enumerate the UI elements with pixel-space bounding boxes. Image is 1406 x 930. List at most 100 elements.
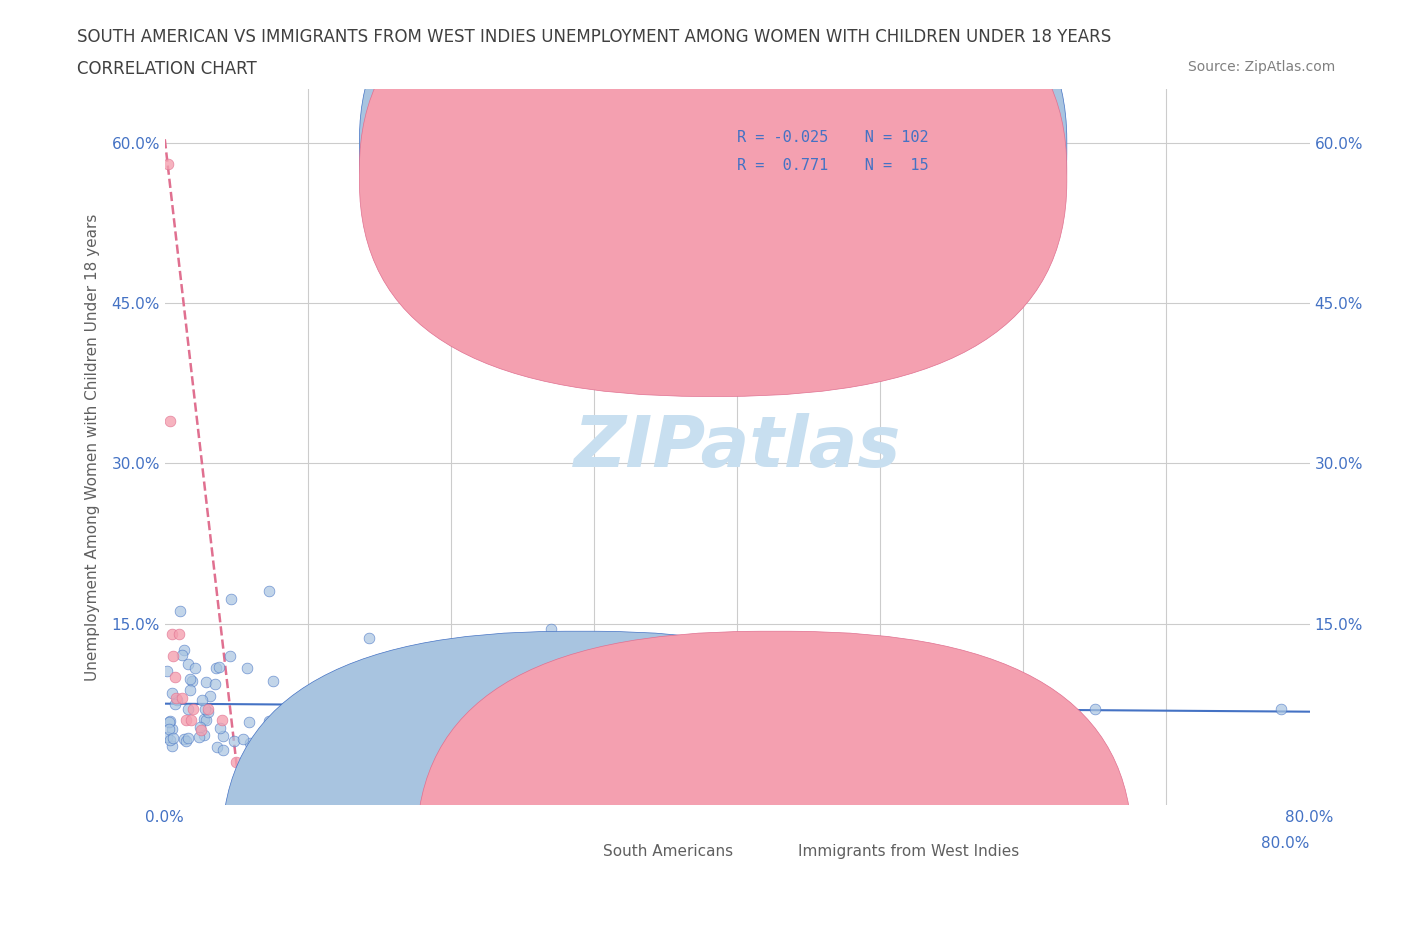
- Point: [259, 714, 281, 729]
- Point: [197, 704, 219, 719]
- Point: [239, 736, 262, 751]
- Point: [1270, 701, 1292, 716]
- Point: [238, 714, 260, 729]
- Point: [211, 712, 233, 727]
- Point: [785, 737, 807, 752]
- Point: [177, 657, 200, 671]
- Text: CORRELATION CHART: CORRELATION CHART: [77, 60, 257, 78]
- Point: [208, 659, 231, 674]
- Point: [165, 691, 187, 706]
- Point: [245, 739, 267, 754]
- Point: [278, 743, 301, 758]
- Point: [190, 723, 212, 737]
- Text: Immigrants from West Indies: Immigrants from West Indies: [797, 844, 1019, 859]
- Point: [160, 627, 183, 642]
- Point: [256, 744, 278, 759]
- Point: [540, 622, 562, 637]
- Point: [212, 743, 235, 758]
- Point: [219, 591, 242, 606]
- Point: [655, 718, 678, 733]
- Point: [374, 741, 396, 756]
- Point: [225, 755, 247, 770]
- Point: [294, 741, 316, 756]
- Point: [429, 729, 451, 744]
- Point: [160, 722, 183, 737]
- FancyBboxPatch shape: [360, 0, 1067, 396]
- Point: [156, 157, 179, 172]
- Point: [191, 692, 214, 707]
- Point: [761, 708, 783, 723]
- Point: [170, 647, 193, 662]
- Point: [931, 716, 953, 731]
- Point: [173, 643, 195, 658]
- Point: [398, 735, 420, 750]
- Point: [193, 728, 215, 743]
- Point: [159, 733, 181, 748]
- Point: [177, 701, 200, 716]
- Point: [183, 701, 205, 716]
- Point: [245, 742, 267, 757]
- Point: [526, 736, 548, 751]
- Text: SOUTH AMERICAN VS IMMIGRANTS FROM WEST INDIES UNEMPLOYMENT AMONG WOMEN WITH CHIL: SOUTH AMERICAN VS IMMIGRANTS FROM WEST I…: [77, 28, 1112, 46]
- FancyBboxPatch shape: [675, 114, 1018, 200]
- Y-axis label: Unemployment Among Women with Children Under 18 years: Unemployment Among Women with Children U…: [86, 214, 100, 681]
- Point: [413, 661, 436, 676]
- Point: [177, 730, 200, 745]
- Point: [170, 691, 193, 706]
- Point: [554, 643, 576, 658]
- Point: [165, 697, 187, 711]
- Point: [285, 725, 308, 740]
- Point: [166, 693, 188, 708]
- Point: [188, 730, 211, 745]
- Point: [162, 685, 184, 700]
- FancyBboxPatch shape: [222, 631, 938, 930]
- Point: [260, 721, 283, 736]
- Point: [384, 684, 406, 699]
- Point: [159, 713, 181, 728]
- Point: [197, 701, 219, 716]
- Point: [832, 731, 855, 746]
- Point: [204, 677, 226, 692]
- Point: [460, 730, 482, 745]
- Point: [264, 732, 287, 747]
- Point: [359, 631, 381, 645]
- Point: [181, 673, 204, 688]
- Point: [174, 712, 197, 727]
- Point: [367, 712, 389, 727]
- Point: [157, 722, 180, 737]
- Point: [169, 604, 191, 619]
- Point: [796, 736, 818, 751]
- Text: Source: ZipAtlas.com: Source: ZipAtlas.com: [1188, 60, 1336, 74]
- Text: R =  0.771    N =  15: R = 0.771 N = 15: [737, 158, 929, 173]
- Point: [179, 671, 201, 686]
- FancyBboxPatch shape: [416, 631, 1132, 930]
- Point: [205, 739, 228, 754]
- Point: [806, 712, 828, 727]
- Point: [236, 660, 259, 675]
- Point: [304, 728, 326, 743]
- Point: [204, 660, 226, 675]
- Text: South Americans: South Americans: [603, 844, 734, 859]
- Point: [755, 637, 778, 652]
- Point: [188, 720, 211, 735]
- Point: [193, 711, 215, 726]
- Text: R = -0.025    N = 102: R = -0.025 N = 102: [737, 129, 929, 145]
- Point: [212, 728, 235, 743]
- Point: [162, 738, 184, 753]
- Point: [761, 707, 783, 722]
- Point: [179, 683, 201, 698]
- Point: [162, 648, 184, 663]
- Point: [494, 726, 516, 741]
- Point: [554, 737, 576, 751]
- Point: [194, 701, 217, 716]
- Point: [184, 660, 207, 675]
- Point: [208, 721, 231, 736]
- Point: [343, 727, 366, 742]
- Point: [173, 732, 195, 747]
- Point: [159, 413, 181, 428]
- Point: [644, 740, 666, 755]
- Point: [475, 737, 498, 752]
- Point: [167, 627, 190, 642]
- Point: [409, 710, 432, 724]
- Point: [498, 701, 520, 716]
